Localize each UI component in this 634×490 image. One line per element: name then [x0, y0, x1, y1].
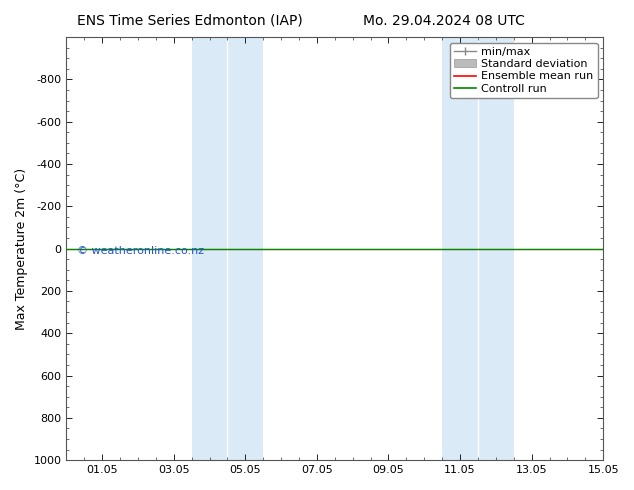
Text: ENS Time Series Edmonton (IAP): ENS Time Series Edmonton (IAP) — [77, 14, 303, 28]
Legend: min/max, Standard deviation, Ensemble mean run, Controll run: min/max, Standard deviation, Ensemble me… — [450, 43, 598, 98]
Text: © weatheronline.co.nz: © weatheronline.co.nz — [77, 246, 204, 256]
Bar — [478, 37, 514, 460]
Y-axis label: Max Temperature 2m (°C): Max Temperature 2m (°C) — [15, 168, 28, 330]
Bar — [442, 37, 478, 460]
Bar — [228, 37, 263, 460]
Bar — [191, 37, 228, 460]
Text: Mo. 29.04.2024 08 UTC: Mo. 29.04.2024 08 UTC — [363, 14, 525, 28]
